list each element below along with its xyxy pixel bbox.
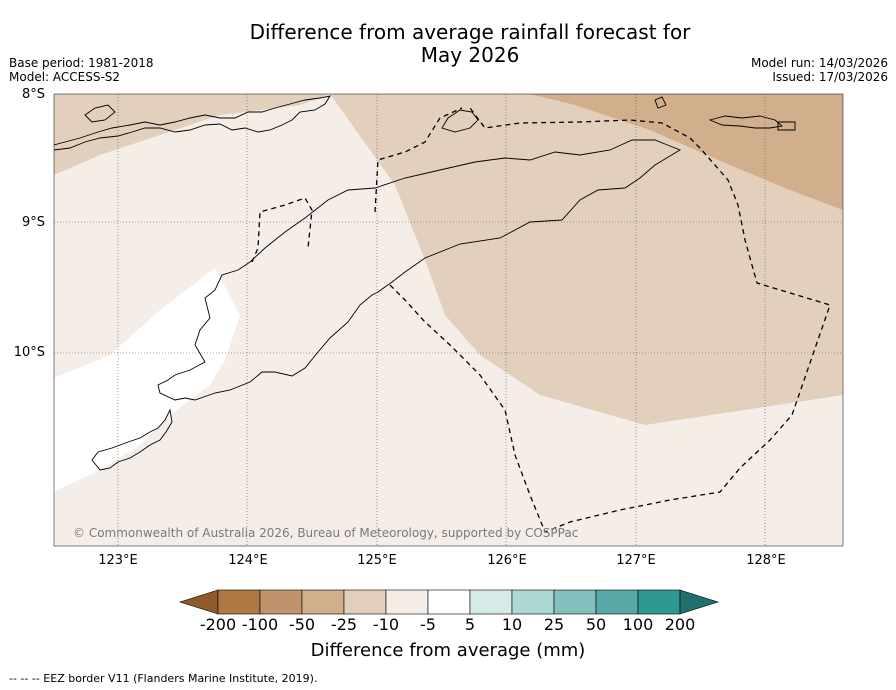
colorbar-segment bbox=[217, 589, 261, 615]
eez-border-mid bbox=[374, 107, 463, 213]
coastline-flores bbox=[54, 95, 331, 151]
coastline-wetar bbox=[708, 115, 784, 129]
lon-tick-label-125e: 125°E bbox=[357, 553, 397, 568]
colorbar-tick-label: -50 bbox=[288, 615, 316, 634]
colorbar-tick-label: -200 bbox=[199, 615, 237, 634]
coastline-islet-a bbox=[654, 96, 667, 109]
colorbar-tick-label: -25 bbox=[330, 615, 358, 634]
lon-tick-label-127e: 127°E bbox=[616, 553, 656, 568]
colorbar-tick-label: 25 bbox=[543, 615, 565, 634]
anomaly-region-near-zero bbox=[54, 268, 240, 492]
colorbar-tick-label: -100 bbox=[241, 615, 279, 634]
coastline-alor bbox=[441, 109, 479, 133]
coastline-timor-west bbox=[91, 408, 173, 471]
anomaly-region-minus10-b bbox=[54, 94, 330, 175]
colorbar-tick-label: -5 bbox=[420, 615, 436, 634]
issued-date: Issued: 17/03/2026 bbox=[772, 70, 888, 84]
colorbar-segment bbox=[469, 589, 513, 615]
eez-border-east bbox=[389, 107, 831, 533]
map-frame bbox=[53, 93, 844, 547]
colorbar-segment bbox=[511, 589, 555, 615]
coastline-islet-c bbox=[84, 104, 116, 123]
colorbar-tick-label: 200 bbox=[664, 615, 696, 634]
colorbar-tick-label: 100 bbox=[622, 615, 654, 634]
colorbar-segment bbox=[427, 589, 471, 615]
chart-title-line-1: Difference from average rainfall forecas… bbox=[249, 20, 691, 44]
colorbar bbox=[179, 589, 719, 615]
anomaly-region-minus10-a bbox=[54, 94, 843, 425]
eez-border-oecusse bbox=[251, 197, 313, 263]
lon-tick-label-124e: 124°E bbox=[228, 553, 268, 568]
lat-tick-label-8s: 8°S bbox=[21, 87, 45, 102]
map-area bbox=[54, 94, 843, 546]
colorbar-segment bbox=[553, 589, 597, 615]
model-name: Model: ACCESS-S2 bbox=[9, 70, 121, 84]
meta-right: Model run: 14/03/2026 Issued: 17/03/2026 bbox=[751, 56, 888, 84]
coastline-islet-b bbox=[777, 121, 796, 131]
lon-tick-label-123e: 123°E bbox=[98, 553, 138, 568]
model-run: Model run: 14/03/2026 bbox=[750, 56, 888, 70]
colorbar-segment bbox=[637, 589, 681, 615]
colorbar-extension-low bbox=[179, 589, 219, 615]
eez-border bbox=[251, 107, 831, 533]
lon-tick-label-126e: 126°E bbox=[487, 553, 527, 568]
coastline-timor-north bbox=[157, 139, 682, 401]
colorbar-segment bbox=[301, 589, 345, 615]
lon-tick-label-128e: 128°E bbox=[746, 553, 786, 568]
gridlines bbox=[54, 94, 843, 546]
colorbar-tick-label: -10 bbox=[372, 615, 400, 634]
colorbar-segment bbox=[259, 589, 303, 615]
lat-tick-label-10s: 10°S bbox=[13, 345, 45, 360]
lat-tick-label-9s: 9°S bbox=[21, 215, 45, 230]
chart-title-line-2: May 2026 bbox=[420, 43, 520, 67]
base-period: Base period: 1981-2018 bbox=[9, 56, 154, 70]
colorbar-tick-label: 50 bbox=[585, 615, 607, 634]
colorbar-tick-label: 10 bbox=[501, 615, 523, 634]
colorbar-tick-label: 5 bbox=[464, 615, 476, 634]
footnote-eez: -- -- -- EEZ border V11 (Flanders Marine… bbox=[9, 672, 318, 685]
colorbar-segment bbox=[343, 589, 387, 615]
copyright-notice: © Commonwealth of Australia 2026, Bureau… bbox=[73, 526, 579, 540]
colorbar-segment bbox=[385, 589, 429, 615]
meta-left: Base period: 1981-2018 Model: ACCESS-S2 bbox=[9, 56, 154, 84]
coastlines bbox=[54, 95, 796, 471]
colorbar-extension-high bbox=[679, 589, 719, 615]
anomaly-region-minus25 bbox=[530, 94, 843, 210]
colorbar-title: Difference from average (mm) bbox=[310, 640, 586, 661]
colorbar-segment bbox=[595, 589, 639, 615]
